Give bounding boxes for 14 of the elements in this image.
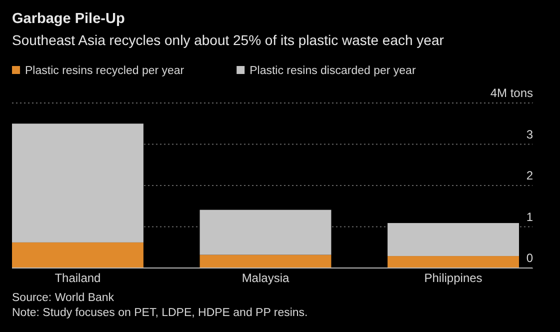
x-tick-label: Thailand xyxy=(54,271,101,285)
y-tick-label: 2 xyxy=(526,168,534,182)
y-tick-label: 0 xyxy=(526,251,534,265)
legend-label: Plastic resins recycled per year xyxy=(25,65,184,77)
x-tick-label: Philippines xyxy=(424,271,482,285)
chart-title: Garbage Pile-Up xyxy=(12,11,125,27)
legend-label: Plastic resins discarded per year xyxy=(250,65,416,77)
text: Note: Study focuses on PET, LDPE, HDPE and PP resins. xyxy=(12,307,308,319)
source-note: Source: World Bank xyxy=(12,292,114,304)
y-tick-label: 1 xyxy=(526,210,534,224)
y-tick-label: 3 xyxy=(526,127,534,142)
chart-subtitle: Southeast Asia recycles only about 25% of its plastic waste each year xyxy=(12,32,444,48)
x-tick-label: Malaysia xyxy=(242,271,290,285)
y-tick-label: 4M tons xyxy=(490,86,533,100)
